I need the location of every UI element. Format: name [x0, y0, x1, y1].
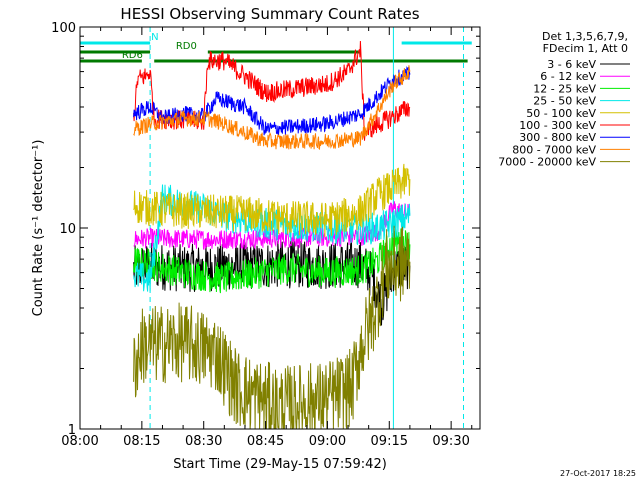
x-tick-label: 08:30 [185, 434, 222, 449]
legend-label: 100 - 300 keV [519, 119, 596, 132]
legend-label: 7000 - 20000 keV [498, 156, 596, 169]
x-tick-label: 08:15 [123, 434, 160, 449]
flag-label-rd6: RD6 [122, 50, 143, 61]
legend-label: 300 - 800 keV [519, 131, 596, 144]
series-line-9 [133, 225, 411, 430]
legend-header-line1: Det 1,3,5,6,7,9, [542, 30, 628, 43]
chart-title: HESSI Observing Summary Count Rates [120, 5, 419, 23]
observing-flags: N RD0 RD6 [80, 32, 472, 63]
flag-label-n: N [151, 32, 158, 43]
legend-label: 25 - 50 keV [533, 95, 596, 108]
legend-label: 800 - 7000 keV [512, 143, 596, 156]
legend-label: 12 - 25 keV [533, 82, 596, 95]
y-tick-label: 1 [68, 423, 76, 438]
x-tick-label: 09:00 [309, 434, 346, 449]
legend-label: 6 - 12 keV [540, 70, 596, 83]
x-tick-label: 08:00 [61, 434, 98, 449]
flag-label-rd0: RD0 [176, 41, 197, 52]
series-line-3 [133, 227, 411, 294]
y-tick-label: 10 [59, 222, 76, 237]
legend: Det 1,3,5,6,7,9, FDecim 1, Att 0 3 - 6 k… [498, 30, 630, 169]
axes: 08:00 08:15 08:30 08:45 09:00 09:15 09:30 1 10 10… [51, 21, 480, 449]
x-tick-label: 09:15 [371, 434, 408, 449]
legend-label: 3 - 6 keV [547, 58, 596, 71]
series-line-5 [133, 163, 411, 238]
footer-date: 27-Oct-2017 18:25 [560, 469, 636, 478]
series-line-8 [133, 65, 411, 150]
y-tick-label: 100 [51, 21, 76, 36]
x-axis-label: Start Time (29-May-15 07:59:42) [173, 457, 387, 472]
series-lines [133, 40, 411, 430]
x-tick-label: 09:30 [432, 434, 469, 449]
legend-header-line2: FDecim 1, Att 0 [543, 42, 628, 55]
legend-label: 50 - 100 keV [526, 107, 596, 120]
x-tick-label: 08:45 [247, 434, 284, 449]
y-axis-label: Count Rate (s⁻¹ detector⁻¹) [31, 140, 46, 317]
